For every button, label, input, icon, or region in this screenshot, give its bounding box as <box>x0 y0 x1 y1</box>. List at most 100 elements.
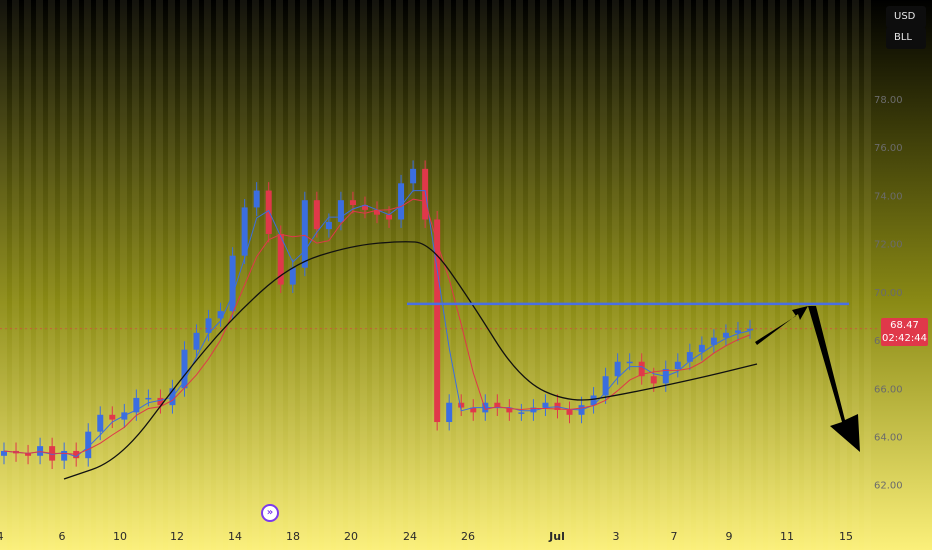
x-tick-label: 6 <box>59 530 66 543</box>
x-tick-label: 10 <box>113 530 127 543</box>
bg-stripe <box>384 0 391 550</box>
bg-stripe <box>684 0 691 550</box>
candle-body <box>25 453 32 456</box>
x-tick-label: 26 <box>461 530 475 543</box>
y-tick-label: 62.00 <box>874 481 903 492</box>
bg-stripe <box>852 0 859 550</box>
candle-body <box>530 407 537 413</box>
candle-body <box>542 402 549 408</box>
y-tick-label: 76.00 <box>874 143 903 154</box>
candle-body <box>1 450 7 456</box>
bg-stripe <box>468 0 475 550</box>
bg-stripe <box>396 0 403 550</box>
bg-stripe <box>552 0 559 550</box>
candle-body <box>253 190 260 208</box>
annotations-layer <box>755 306 860 452</box>
bg-stripe <box>192 0 199 550</box>
bg-stripe <box>792 0 799 550</box>
bg-stripe <box>336 0 343 550</box>
bg-stripe <box>96 0 103 550</box>
candle-body <box>566 409 573 415</box>
bg-stripe <box>612 0 619 550</box>
replay-icon[interactable]: » <box>261 504 279 522</box>
candle-body <box>337 200 344 222</box>
bg-stripe <box>216 0 223 550</box>
bg-stripe <box>0 0 7 550</box>
candle-body <box>506 407 513 413</box>
candle-body <box>109 414 116 420</box>
bg-stripe <box>708 0 715 550</box>
candle-body <box>470 407 477 413</box>
candle-body <box>361 205 368 210</box>
candle-body <box>518 412 525 414</box>
bg-stripe <box>204 0 211 550</box>
bg-stripe <box>408 0 415 550</box>
bg-stripe <box>480 0 487 550</box>
symbol-button[interactable]: BLL <box>886 27 926 49</box>
candle-body <box>650 376 657 384</box>
candle-body <box>674 361 681 369</box>
x-tick-label: 9 <box>726 530 733 543</box>
candle-body <box>410 168 417 184</box>
candle-body <box>85 431 92 459</box>
y-tick-label: 64.00 <box>874 432 903 443</box>
bg-stripe <box>312 0 319 550</box>
bg-stripe <box>420 0 427 550</box>
candle-body <box>97 414 104 432</box>
bg-stripe <box>156 0 163 550</box>
candle-body <box>590 395 597 406</box>
bg-stripe <box>252 0 259 550</box>
candle-body <box>458 402 465 408</box>
candle-body <box>217 311 224 319</box>
bg-stripe <box>348 0 355 550</box>
candle-body <box>722 332 729 338</box>
bg-stripe <box>636 0 643 550</box>
candle-body <box>145 397 152 400</box>
candle-body <box>133 397 140 413</box>
bg-stripe <box>144 0 151 550</box>
y-tick-label: 70.00 <box>874 288 903 299</box>
x-tick-label: 14 <box>228 530 242 543</box>
candle-body <box>734 330 741 333</box>
candle-body <box>386 214 393 220</box>
bg-stripe <box>840 0 847 550</box>
candle-body <box>61 450 68 461</box>
currency-button[interactable]: USD <box>886 6 926 28</box>
candle-body <box>37 446 44 456</box>
bg-stripe <box>492 0 499 550</box>
arrow-up-icon <box>755 306 808 345</box>
candle-body <box>193 332 200 350</box>
bg-stripe <box>108 0 115 550</box>
bg-stripe <box>540 0 547 550</box>
bg-stripe <box>744 0 751 550</box>
y-tick-label: 72.00 <box>874 240 903 251</box>
x-axis: 4 6 10 12 14 18 20 24 26 Jul 3 7 9 11 15 <box>0 530 853 543</box>
bg-stripe <box>732 0 739 550</box>
bg-stripe <box>660 0 667 550</box>
candle-body <box>265 190 272 234</box>
bg-stripe <box>48 0 55 550</box>
lines-layer <box>0 190 880 480</box>
x-tick-label: Jul <box>548 530 565 543</box>
x-tick-label: 15 <box>839 530 853 543</box>
bg-stripe <box>696 0 703 550</box>
bg-stripe <box>456 0 463 550</box>
last-price-tag: 68.47 02:42:44 <box>881 318 928 346</box>
x-tick-label: 24 <box>403 530 417 543</box>
bg-stripe <box>372 0 379 550</box>
candle-body <box>181 349 188 389</box>
bg-stripe <box>528 0 535 550</box>
candle-body <box>277 233 284 285</box>
x-tick-label: 18 <box>286 530 300 543</box>
candle-body <box>205 318 212 333</box>
bg-stripe <box>564 0 571 550</box>
candle-body <box>374 209 380 215</box>
x-tick-label: 20 <box>344 530 358 543</box>
candle-body <box>686 352 693 362</box>
y-tick-label: 78.00 <box>874 95 903 106</box>
bg-stripe <box>516 0 523 550</box>
last-price: 68.47 <box>890 320 919 331</box>
